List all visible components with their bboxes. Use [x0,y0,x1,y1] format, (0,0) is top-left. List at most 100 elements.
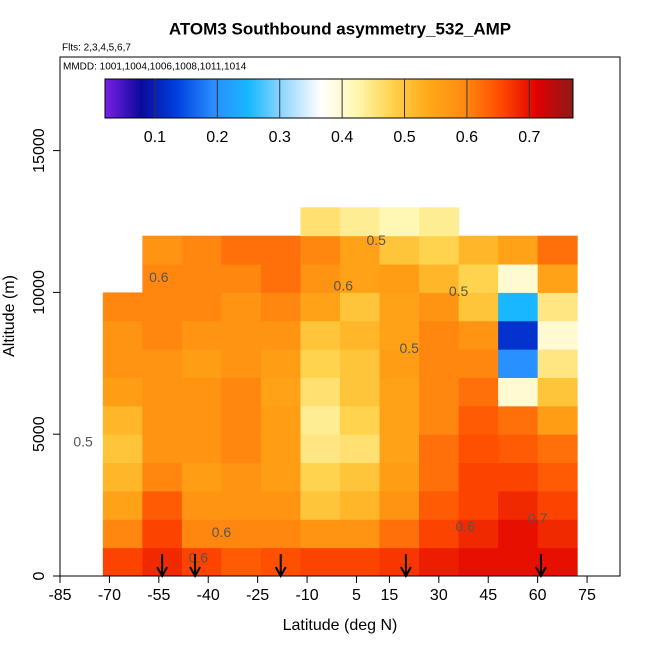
heat-cell [379,462,420,492]
heat-cell [221,235,262,265]
heat-cell [458,235,499,265]
heat-cell [379,207,420,237]
heat-cell [379,519,420,549]
heat-cell [419,264,460,293]
heat-cell [260,349,301,378]
heat-cell [379,349,420,378]
heat-cell [260,292,301,322]
heat-cell [102,519,143,549]
y-tick-label: 15000 [31,128,48,173]
heat-cell [498,547,539,577]
heat-cell [537,405,578,435]
x-tick-label: -10 [295,587,318,604]
heat-cell [221,349,262,378]
colorbar-tick-label: 0.5 [393,129,415,146]
heat-cell [419,292,460,322]
heat-cell [419,490,460,520]
chart-title: ATOM3 Southbound asymmetry_532_AMP [169,19,511,38]
contour-label: 0.6 [189,550,209,566]
heat-cell [537,320,578,350]
heat-cell [379,235,420,265]
heat-cell [340,434,381,464]
heat-cell [537,349,578,378]
heat-cell [537,434,578,464]
heat-cell [458,405,499,435]
heat-cell [300,235,341,265]
heat-cell [419,547,460,577]
heat-cell [340,547,381,577]
contour-label: 0.6 [212,524,232,540]
heat-cell [498,377,539,407]
heat-cell [181,292,222,322]
heat-cell [419,320,460,350]
contour-label: 0.7 [528,510,548,526]
colorbar-tick-label: 0.6 [456,129,478,146]
y-tick-label: 0 [31,571,48,580]
heat-cell [498,462,539,492]
heat-cell [260,235,301,265]
heat-cell [142,434,183,464]
heat-cell [340,519,381,549]
heat-cell [379,547,420,577]
heat-cell [340,377,381,407]
heat-cell [419,519,460,549]
heat-cell [458,519,499,549]
heat-cell [498,292,539,322]
heat-cell [260,519,301,549]
heat-cell [498,405,539,435]
heat-cell [142,462,183,492]
heat-cell [379,320,420,350]
heat-cell [458,320,499,350]
heat-cell [300,434,341,464]
heat-cell [260,490,301,520]
heat-cell [102,349,143,378]
heat-cell [260,320,301,350]
heat-cell [221,292,262,322]
heat-cell [300,405,341,435]
heat-cell [300,264,341,293]
heat-cell [537,462,578,492]
y-tick-label: 10000 [31,270,48,315]
contour-label: 0.5 [367,232,387,248]
x-axis-title: Latitude (deg N) [283,617,398,634]
x-tick-label: 15 [381,587,399,604]
heat-cell [379,405,420,435]
heat-cell [181,434,222,464]
heat-cell [537,519,578,549]
heat-cell [181,235,222,265]
heat-cell [537,235,578,265]
heat-cell [458,434,499,464]
heat-cell [181,462,222,492]
heat-cell [221,264,262,293]
heat-cell [260,405,301,435]
x-tick-label: -25 [246,587,269,604]
heat-cell [260,264,301,293]
heat-cell [458,292,499,322]
heat-cell [142,320,183,350]
x-tick-label: -40 [197,587,220,604]
heat-cell [260,377,301,407]
heat-cell [221,519,262,549]
heat-cell [419,377,460,407]
heat-cell [419,235,460,265]
heat-cell [142,349,183,378]
heat-cell [221,405,262,435]
heat-cell [379,490,420,520]
heat-cell [181,519,222,549]
heat-cell [379,264,420,293]
heat-cell [221,547,262,577]
x-tick-label: -85 [48,587,71,604]
heat-cell [102,320,143,350]
heat-cell [458,377,499,407]
heat-cell [181,547,222,577]
x-tick-label: -70 [98,587,121,604]
heat-cell [102,292,143,322]
heat-cell [221,490,262,520]
x-tick-label: 30 [430,587,448,604]
heat-cell [340,292,381,322]
y-tick-label: 5000 [31,416,48,452]
heat-cell [102,462,143,492]
heat-cell [300,547,341,577]
heat-cell [340,405,381,435]
heat-cell [498,434,539,464]
